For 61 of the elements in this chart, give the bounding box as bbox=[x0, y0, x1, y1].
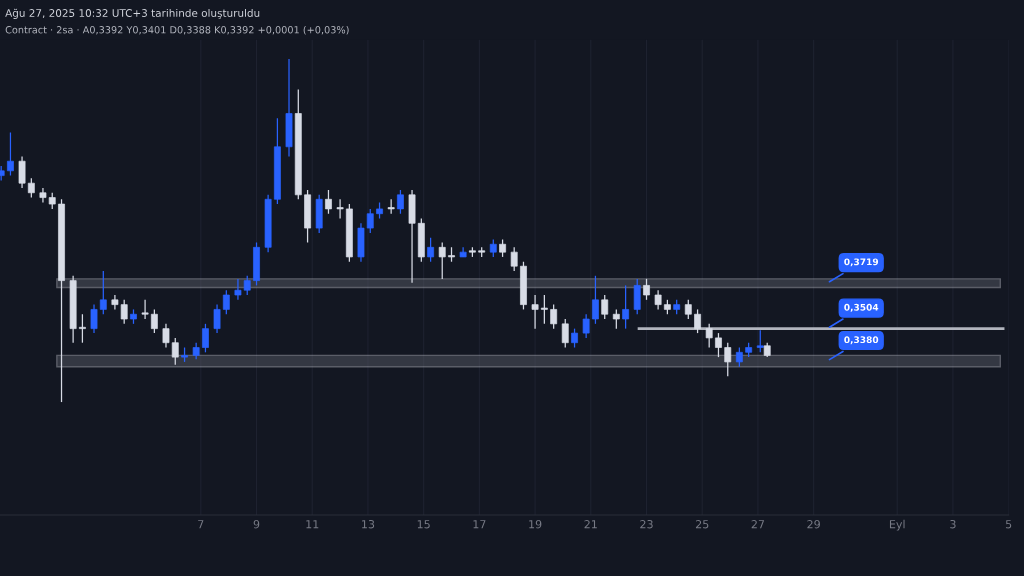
candlestick bbox=[705, 323, 713, 349]
x-tick-label: 19 bbox=[529, 520, 542, 529]
candlestick bbox=[684, 299, 692, 320]
x-tick-label: 15 bbox=[417, 520, 430, 529]
chart-title: Ağu 27, 2025 10:32 UTC+3 tarihinde oluşturuldu bbox=[5, 8, 260, 19]
x-tick-label: 27 bbox=[751, 520, 765, 529]
candlestick bbox=[366, 208, 374, 234]
candlestick bbox=[171, 337, 179, 366]
x-tick-label: 7 bbox=[198, 520, 204, 529]
candlestick bbox=[150, 308, 158, 334]
candlestick bbox=[540, 294, 548, 325]
candlestick bbox=[336, 198, 344, 220]
candlestick bbox=[561, 318, 569, 349]
candlestick bbox=[427, 237, 435, 263]
x-tick-label: 23 bbox=[640, 520, 653, 529]
annotation: 0,3719 bbox=[844, 258, 879, 267]
candlestick bbox=[27, 177, 35, 199]
candlestick bbox=[141, 299, 149, 320]
candlestick bbox=[622, 284, 630, 330]
candlestick bbox=[531, 294, 539, 330]
candlestick bbox=[724, 342, 732, 377]
x-tick-label: 3 bbox=[950, 520, 956, 529]
candlestick bbox=[222, 289, 230, 315]
x-tick-label: 13 bbox=[362, 520, 375, 529]
candlestick bbox=[582, 313, 590, 339]
candlestick bbox=[571, 328, 578, 349]
annotation: 0,3380 bbox=[844, 336, 879, 345]
candlestick bbox=[735, 346, 743, 368]
x-tick-label: 5 bbox=[1005, 520, 1012, 529]
candlestick bbox=[325, 189, 332, 215]
x-tick-label: Eyl bbox=[889, 519, 905, 531]
candlestick bbox=[694, 308, 701, 334]
candlestick bbox=[510, 246, 518, 272]
candlestick bbox=[213, 303, 221, 334]
candlestick bbox=[78, 313, 86, 344]
x-tick-label: 25 bbox=[695, 520, 709, 529]
annotation: 0,3504 bbox=[844, 303, 879, 312]
candlestick bbox=[643, 278, 650, 301]
candlestick bbox=[162, 323, 170, 349]
candlestick bbox=[397, 189, 404, 215]
candlestick bbox=[601, 294, 609, 320]
candlestick bbox=[202, 323, 209, 353]
candlestick bbox=[715, 332, 722, 358]
chart-subtitle: Contract · 2sa · A0,3392 Y0,3401 D0,3388 K0,3392 +0,0001 (+0,03%) bbox=[5, 25, 349, 35]
candlestick bbox=[756, 329, 764, 353]
candlestick bbox=[18, 155, 26, 189]
candlestick bbox=[438, 241, 446, 280]
candlestick bbox=[654, 289, 662, 311]
candlestick bbox=[612, 308, 620, 330]
x-tick-label: 29 bbox=[807, 520, 820, 529]
candlestick bbox=[234, 278, 242, 301]
x-tick-label: 17 bbox=[473, 520, 486, 529]
x-tick-label: 9 bbox=[253, 520, 260, 529]
candlestick bbox=[592, 275, 599, 325]
candlestick bbox=[7, 131, 14, 177]
candlestick bbox=[243, 275, 251, 296]
candlestick bbox=[550, 303, 558, 330]
x-tick-label: 11 bbox=[306, 520, 319, 529]
candlestick bbox=[90, 303, 98, 334]
candlestick bbox=[99, 270, 107, 315]
x-tick-label: 21 bbox=[584, 520, 597, 529]
